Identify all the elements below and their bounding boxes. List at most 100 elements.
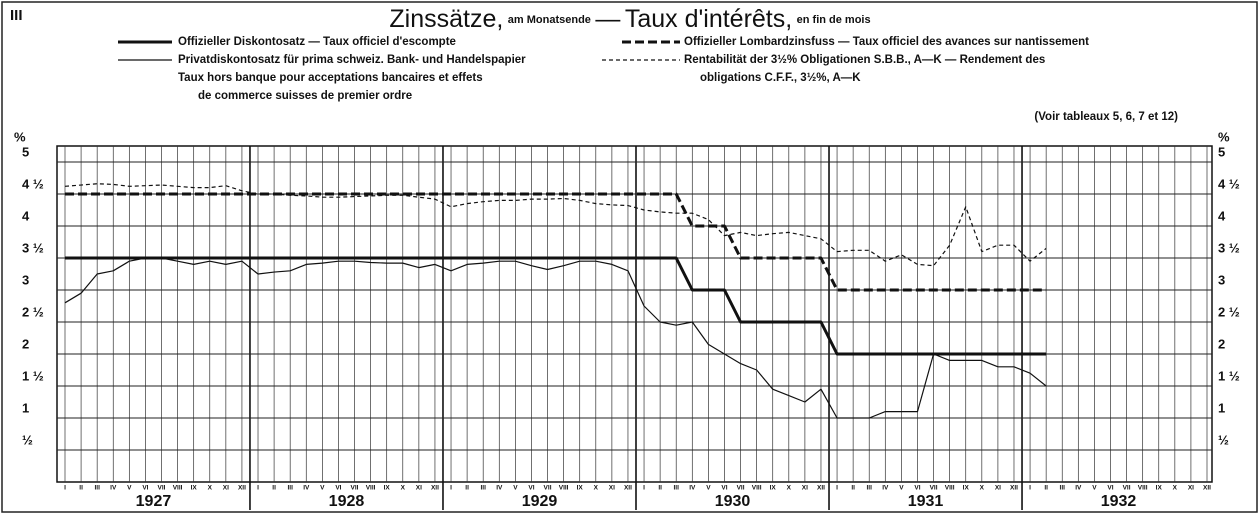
- x-tick-label: VIII: [1138, 485, 1148, 492]
- x-tick-label: VIII: [752, 485, 762, 492]
- x-tick-label: IV: [110, 485, 117, 492]
- y-tick-label-right: 2 ½: [1218, 304, 1240, 319]
- x-tick-label: XI: [223, 485, 229, 492]
- title-de: Zinssätze,: [389, 5, 503, 33]
- x-tick-label: VI: [335, 485, 341, 492]
- x-tick-label: IV: [496, 485, 503, 492]
- series-line: [64, 183, 1047, 267]
- y-tick-label-right: 3 ½: [1218, 240, 1240, 255]
- y-tick-label: 4: [22, 208, 30, 223]
- legend-label-line: de commerce suisses de premier ordre: [198, 90, 412, 102]
- x-tick-label: IV: [303, 485, 310, 492]
- x-tick-label: II: [79, 485, 83, 492]
- x-tick-label: X: [980, 485, 985, 492]
- x-tick-label: VI: [914, 485, 920, 492]
- x-tick-label: VIII: [173, 485, 183, 492]
- x-tick-label: VII: [1123, 485, 1131, 492]
- x-tick-label: X: [594, 485, 599, 492]
- x-tick-label: XI: [416, 485, 422, 492]
- x-tick-label: II: [658, 485, 662, 492]
- x-tick-label: I: [643, 485, 645, 492]
- y-tick-label: 1: [22, 400, 29, 415]
- x-tick-label: XI: [802, 485, 808, 492]
- x-tick-label: III: [94, 485, 100, 492]
- year-label: 1928: [329, 493, 365, 510]
- x-tick-label: VII: [544, 485, 552, 492]
- x-tick-label: VIII: [945, 485, 955, 492]
- x-tick-label: III: [1060, 485, 1066, 492]
- y-tick-label-right: 3: [1218, 272, 1225, 287]
- y-tick-label: 2 ½: [22, 304, 44, 319]
- y-tick-label-right: 4 ½: [1218, 176, 1240, 191]
- x-tick-label: IX: [1156, 485, 1163, 492]
- x-tick-label: VII: [737, 485, 745, 492]
- y-tick-label-right: ½: [1218, 432, 1229, 447]
- x-tick-label: XI: [995, 485, 1001, 492]
- series-line: [65, 192, 1047, 292]
- legend-label: Offizieller Diskontosatz — Taux officiel…: [178, 36, 456, 48]
- x-tick-label: V: [127, 485, 132, 492]
- x-tick-label: VII: [930, 485, 938, 492]
- legend-label: Offizieller Lombardzinsfuss — Taux offic…: [684, 36, 1089, 48]
- plot-frame: [56, 145, 1213, 483]
- series-line: [64, 257, 1047, 419]
- x-tick-label: IX: [384, 485, 391, 492]
- chart-title: Zinssätze, am Monatsende — Taux d'intérê…: [389, 5, 870, 33]
- x-tick-label: IX: [963, 485, 970, 492]
- x-tick-label: VI: [528, 485, 534, 492]
- x-tick-label: IV: [882, 485, 889, 492]
- x-tick-label: IX: [191, 485, 198, 492]
- x-tick-label: XII: [1203, 485, 1211, 492]
- x-tick-label: II: [851, 485, 855, 492]
- x-tick-label: II: [465, 485, 469, 492]
- y-unit: %: [14, 129, 26, 144]
- figure-number: III: [10, 7, 23, 24]
- x-tick-label: VIII: [559, 485, 569, 492]
- x-tick-label: XII: [624, 485, 632, 492]
- x-tick-label: I: [64, 485, 66, 492]
- x-tick-label: III: [867, 485, 873, 492]
- y-tick-label: ½: [22, 432, 33, 447]
- y-unit-right: %: [1218, 129, 1230, 144]
- y-tick-label: 5: [22, 144, 29, 159]
- x-tick-label: I: [836, 485, 838, 492]
- x-tick-label: III: [287, 485, 293, 492]
- x-tick-label: IV: [689, 485, 696, 492]
- y-tick-label-right: 1 ½: [1218, 368, 1240, 383]
- year-label: 1927: [136, 493, 172, 510]
- x-tick-label: V: [899, 485, 904, 492]
- x-tick-label: IV: [1075, 485, 1082, 492]
- x-tick-label: I: [1029, 485, 1031, 492]
- legend-label-line: obligations C.F.F., 3½%, A—K: [700, 72, 861, 84]
- x-tick-label: III: [674, 485, 680, 492]
- title-fr-sub: en fin de mois: [797, 14, 871, 26]
- x-tick-label: VI: [1107, 485, 1113, 492]
- y-tick-label-right: 4: [1218, 208, 1226, 223]
- x-tick-label: VI: [142, 485, 148, 492]
- x-tick-label: XII: [431, 485, 439, 492]
- x-tick-label: V: [513, 485, 518, 492]
- note: (Voir tableaux 5, 6, 7 et 12): [1034, 111, 1178, 123]
- x-tick-label: XII: [1010, 485, 1018, 492]
- x-tick-label: X: [208, 485, 213, 492]
- x-tick-label: X: [401, 485, 406, 492]
- y-tick-label-right: 1: [1218, 400, 1225, 415]
- title-de-sub: am Monatsende: [508, 14, 591, 26]
- series-line: [65, 256, 1047, 356]
- x-tick-label: X: [787, 485, 792, 492]
- x-tick-label: X: [1173, 485, 1178, 492]
- y-tick-label: 3: [22, 272, 29, 287]
- y-tick-label: 4 ½: [22, 176, 44, 191]
- y-tick-label: 3 ½: [22, 240, 44, 255]
- x-tick-label: I: [257, 485, 259, 492]
- title-dash: —: [595, 5, 620, 33]
- x-tick-label: V: [320, 485, 325, 492]
- x-tick-label: V: [706, 485, 711, 492]
- year-label: 1931: [908, 493, 944, 510]
- x-tick-label: VI: [721, 485, 727, 492]
- x-tick-label: XI: [609, 485, 615, 492]
- legend-label-line: Taux hors banque pour acceptations banca…: [178, 72, 483, 84]
- x-tick-label: I: [450, 485, 452, 492]
